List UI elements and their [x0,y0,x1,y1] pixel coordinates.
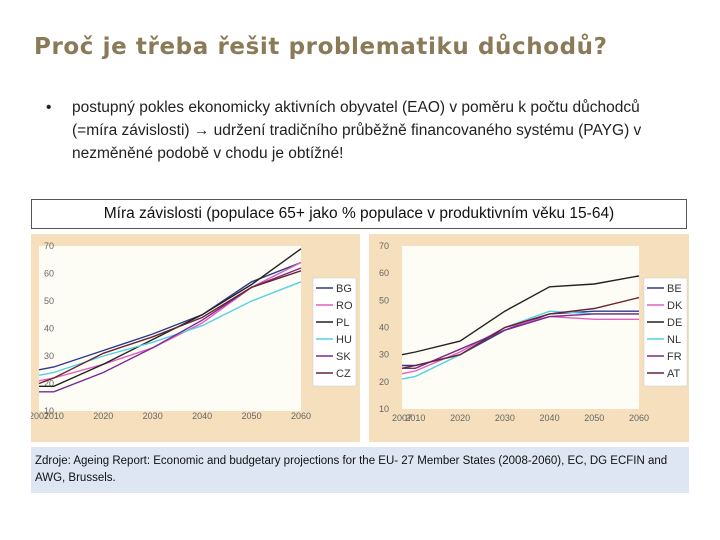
x-tick-label: 2060 [291,411,311,421]
series-line-de [401,275,640,356]
series-line-at [401,296,640,369]
bullet-text: postupný pokles ekonomicky aktivních oby… [72,99,642,162]
chart-panel-left: 10 20 30 40 50 60 70 2007 2010 2020 2030 2040 2050 20… [31,234,360,442]
slide-title: Proč je třeba řešit problematiku důchodů… [34,34,608,60]
y-tick-label: 20 [44,379,54,389]
y-tick-label: 60 [379,268,389,278]
x-tick-label: 2030 [143,411,163,421]
x-tick-label: 2050 [584,413,604,423]
x-tick-label: 2020 [93,411,113,421]
legend-label-at: AT [667,368,681,380]
series-line-hu [38,281,302,376]
legend-label-pl: PL [336,317,349,329]
x-tick-label: 2040 [192,411,212,421]
legend-label-cz: CZ [336,368,351,380]
y-tick-label: 70 [379,241,389,251]
y-tick-label: 10 [379,404,389,414]
plot-area [39,246,301,411]
series-line-bg [38,261,302,371]
plot-area [402,246,639,409]
legend-label-sk: SK [336,351,351,363]
legend-label-ro: RO [336,300,353,312]
x-tick-label: 2010 [405,413,425,423]
legend-label-bg: BG [336,283,352,295]
bullet-symbol: • [46,99,52,116]
y-tick-label: 70 [44,241,54,251]
x-tick-label: 2050 [242,411,262,421]
series-line-cz [38,270,302,385]
legend-label-hu: HU [336,334,352,346]
y-tick-label: 30 [44,351,54,361]
series-line-fr [402,313,639,370]
series-line-pl [39,248,302,388]
y-tick-label: 20 [379,377,389,387]
legend-label-nl: NL [667,334,681,346]
legend-box [643,277,688,387]
x-tick-label: 2060 [629,413,649,423]
legend-label-dk: DK [667,300,683,312]
y-tick-label: 40 [44,324,54,334]
y-tick-label: 40 [379,323,389,333]
chart-panel-right: 10 20 30 40 50 60 70 2007 2010 2020 2030 2040 2050 20… [369,234,689,442]
x-tick-label: 2007 [31,411,49,421]
y-tick-label: 50 [379,295,389,305]
x-tick-label: 2010 [44,411,64,421]
x-tick-label: 2007 [392,413,412,423]
chart-caption: Míra závislosti (populace 65+ jako % pop… [31,199,687,229]
legend-box [312,277,357,387]
legend-label-fr: FR [667,351,682,363]
source-note: Zdroje: Ageing Report: Economic and budg… [31,447,689,493]
y-tick-label: 10 [44,406,54,416]
x-tick-label: 2020 [450,413,470,423]
legend-label-be: BE [667,283,682,295]
y-tick-label: 30 [379,350,389,360]
y-tick-label: 50 [44,296,54,306]
x-tick-label: 2030 [495,413,515,423]
bullet-point: • postupný pokles ekonomicky aktivních o… [46,96,686,165]
x-tick-label: 2040 [540,413,560,423]
y-tick-label: 60 [44,269,54,279]
legend-label-de: DE [667,317,682,329]
